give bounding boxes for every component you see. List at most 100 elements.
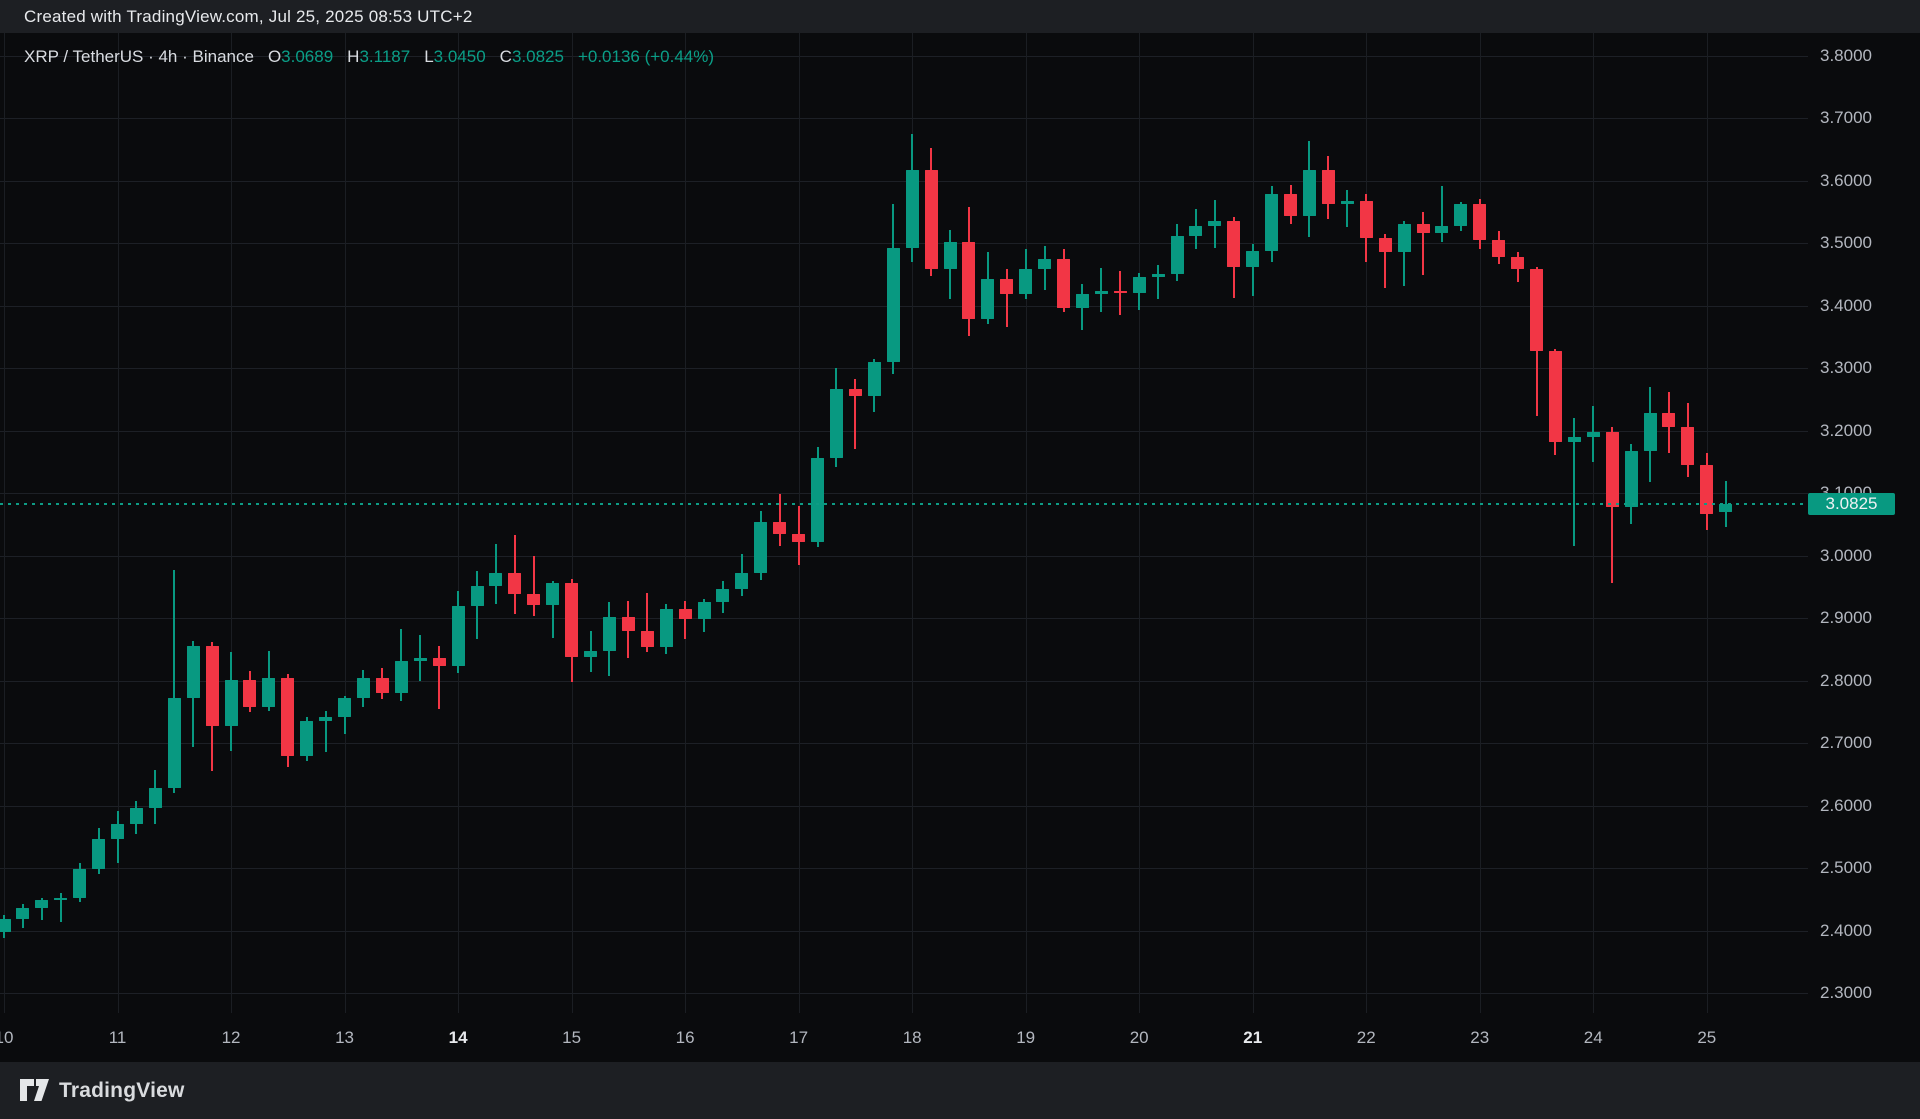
candle-up[interactable] [224,679,238,726]
candle-up[interactable] [92,839,106,870]
candle-down[interactable] [1681,427,1695,465]
candle-up[interactable] [1643,413,1657,452]
candle-down[interactable] [1605,432,1619,507]
candle-down[interactable] [243,679,257,707]
candle-up[interactable] [1624,451,1638,507]
candle-down[interactable] [1227,221,1241,268]
candle-down[interactable] [1057,258,1071,308]
candle-down[interactable] [848,388,862,396]
candle-up[interactable] [1019,268,1033,295]
candle-up[interactable] [319,716,333,721]
candle-up[interactable] [981,278,995,319]
candle-down[interactable] [1284,193,1298,216]
candle-down[interactable] [1492,239,1506,258]
candle-up[interactable] [148,788,162,808]
symbol-title[interactable]: XRP / TetherUS · 4h · Binance [24,47,254,66]
candle-up[interactable] [338,698,352,717]
time-axis[interactable]: 10 11 12 13 14 15 16 17 18 19 20 21 22 23 24 25 [0,1013,1808,1062]
candle-down[interactable] [432,658,446,666]
candle-up[interactable] [1075,294,1089,308]
candle-down[interactable] [1000,278,1014,295]
candle-down[interactable] [1548,350,1562,443]
candle-down[interactable] [1359,200,1373,238]
candle-down[interactable] [792,534,806,543]
candle-up[interactable] [659,608,673,647]
candle-up[interactable] [1435,226,1449,233]
candle-down[interactable] [621,616,635,632]
candle-up[interactable] [602,616,616,652]
candle-up[interactable] [356,678,370,698]
candle-up[interactable] [1038,258,1052,269]
candle-up[interactable] [35,899,49,908]
candle-up[interactable] [1208,221,1222,227]
candle-up[interactable] [716,588,730,602]
candle-down[interactable] [1378,238,1392,252]
candle-up[interactable] [394,660,408,693]
candle-up[interactable] [546,583,560,605]
candle-up[interactable] [1246,250,1260,268]
price-axis[interactable]: 3.8000 3.7000 3.6000 3.5000 3.4000 3.3000 3.20… [1808,33,1920,1062]
candle-down[interactable] [1113,290,1127,293]
candle-up[interactable] [829,388,843,458]
candle-down[interactable] [1321,169,1335,205]
candle-down[interactable] [281,678,295,756]
candle-up[interactable] [1454,204,1468,227]
candle-down[interactable] [508,573,522,594]
candle-up[interactable] [886,248,900,362]
candle-up[interactable] [129,808,143,825]
candle-up[interactable] [1397,223,1411,252]
candle-down[interactable] [527,593,541,605]
candle-down[interactable] [773,521,787,535]
candle-down[interactable] [1416,223,1430,233]
candle-up[interactable] [1719,503,1733,513]
candle-up[interactable] [300,720,314,756]
candle-up[interactable] [16,908,30,920]
candle-up[interactable] [73,869,87,898]
candle-up[interactable] [0,919,11,932]
candle-up[interactable] [470,585,484,606]
candle-up[interactable] [413,658,427,661]
candle-up[interactable] [943,241,957,269]
candle-up[interactable] [1340,200,1354,205]
candle-down[interactable] [1662,413,1676,428]
candle-wick [324,710,327,753]
candle-up[interactable] [1094,290,1108,295]
time-gridline [117,33,119,1013]
candle-up[interactable] [1189,226,1203,236]
candle-up[interactable] [1567,436,1581,443]
candle-down[interactable] [962,241,976,319]
candle-down[interactable] [1530,268,1544,351]
candle-up[interactable] [262,678,276,707]
candle-down[interactable] [205,646,219,726]
candle-down[interactable] [375,678,389,693]
candle-up[interactable] [167,698,181,788]
candle-down[interactable] [565,583,579,657]
candle-down[interactable] [640,631,654,647]
candle-up[interactable] [1265,193,1279,251]
candle-up[interactable] [111,824,125,840]
candle-up[interactable] [54,898,68,900]
candle-up[interactable] [186,646,200,698]
candle-down[interactable] [678,608,692,620]
candle-up[interactable] [811,458,825,543]
plot-area[interactable] [0,33,1808,1013]
candle-up[interactable] [1302,169,1316,216]
candle-up[interactable] [1151,274,1165,278]
candle-up[interactable] [905,169,919,248]
candle-down[interactable] [1700,464,1714,515]
candle-up[interactable] [451,605,465,666]
candle-up[interactable] [754,521,768,573]
candle-up[interactable] [584,651,598,657]
tradingview-logo[interactable]: TradingView [20,1062,185,1119]
candle-up[interactable] [867,361,881,396]
candle-up[interactable] [735,573,749,589]
candle-up[interactable] [1132,277,1146,293]
candle-up[interactable] [1170,235,1184,275]
candle-up[interactable] [1586,432,1600,437]
candle-down[interactable] [1511,257,1525,269]
candle-wick [1573,418,1576,546]
candle-down[interactable] [1473,204,1487,240]
candle-up[interactable] [697,601,711,620]
candle-up[interactable] [489,573,503,586]
candle-down[interactable] [924,169,938,269]
